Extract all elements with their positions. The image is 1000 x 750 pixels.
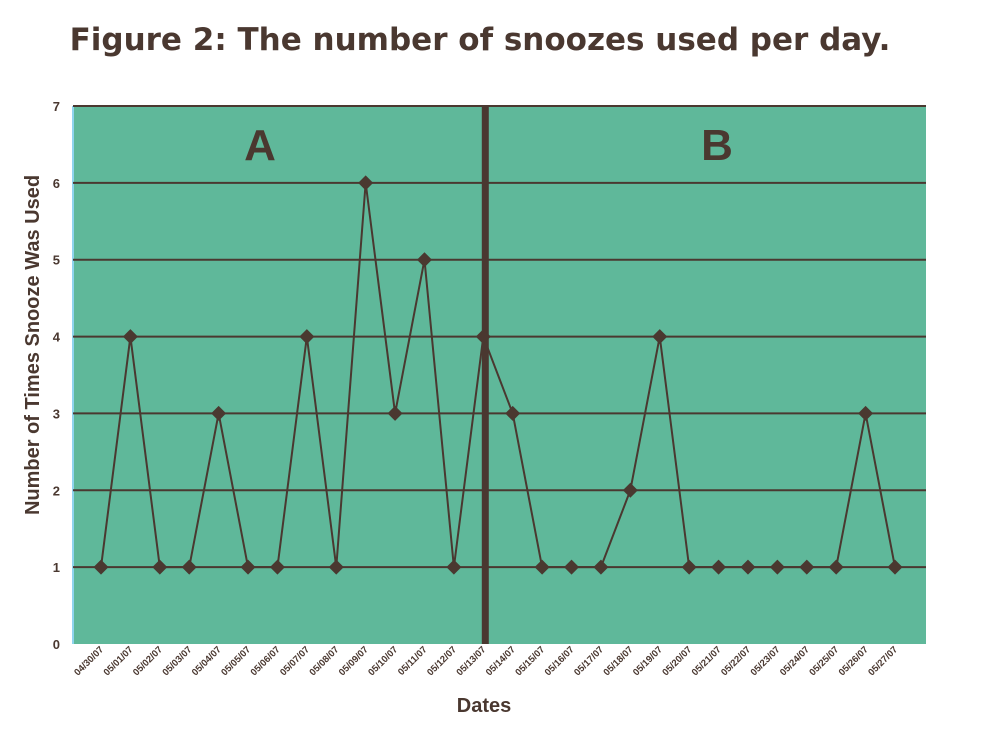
data-point: [122, 329, 138, 345]
x-tick-label: 05/03/07: [160, 644, 194, 678]
data-point: [181, 559, 197, 575]
y-tick-label: 2: [53, 483, 60, 498]
x-tick-label: 05/05/07: [219, 644, 253, 678]
x-tick-label: 05/08/07: [307, 644, 341, 678]
x-tick-labels: 04/30/0705/01/0705/02/0705/03/0705/04/07…: [72, 644, 900, 678]
x-tick-label: 05/04/07: [190, 644, 224, 678]
data-point: [240, 559, 256, 575]
data-point: [681, 559, 697, 575]
y-tick-label: 1: [53, 560, 60, 575]
data-point: [505, 405, 521, 421]
data-markers: [93, 175, 903, 575]
chart-title: Figure 2: The number of snoozes used per…: [69, 22, 891, 58]
series-line: [100, 182, 896, 569]
y-axis-title: Number of Times Snooze Was Used: [22, 175, 44, 515]
x-tick-label: 05/14/07: [484, 644, 518, 678]
data-point: [622, 482, 638, 498]
data-point: [475, 329, 491, 345]
phase-label-b: B: [701, 121, 733, 170]
x-tick-label: 05/15/07: [513, 644, 547, 678]
x-tick-label: 05/10/07: [366, 644, 400, 678]
data-point: [93, 559, 109, 575]
data-point: [387, 405, 403, 421]
data-point: [564, 559, 580, 575]
data-point: [211, 405, 227, 421]
x-tick-label: 05/02/07: [131, 644, 165, 678]
data-point: [799, 559, 815, 575]
x-tick-label: 05/26/07: [837, 644, 871, 678]
x-tick-label: 05/18/07: [602, 644, 636, 678]
x-tick-label: 05/06/07: [249, 644, 283, 678]
x-tick-label: 05/17/07: [572, 644, 606, 678]
x-tick-label: 05/20/07: [660, 644, 694, 678]
data-point: [711, 559, 727, 575]
x-tick-label: 05/16/07: [543, 644, 577, 678]
data-point: [740, 559, 756, 575]
x-tick-label: 05/13/07: [454, 644, 488, 678]
x-tick-label: 05/25/07: [807, 644, 841, 678]
x-tick-label: 05/09/07: [337, 644, 371, 678]
data-point: [593, 559, 609, 575]
x-axis-title: Dates: [457, 695, 511, 717]
data-point: [887, 559, 903, 575]
x-tick-label: 05/22/07: [719, 644, 753, 678]
x-tick-label: 05/23/07: [749, 644, 783, 678]
y-tick-label: 7: [53, 99, 60, 114]
y-tick-label: 4: [53, 330, 61, 345]
data-point: [299, 329, 315, 345]
data-point: [652, 329, 668, 345]
y-tick-labels: 0 1 2 3 4 5 6 7: [53, 99, 61, 652]
x-tick-label: 05/07/07: [278, 644, 312, 678]
y-tick-label: 5: [53, 253, 60, 268]
data-point: [269, 559, 285, 575]
plot-area: [73, 106, 926, 644]
x-tick-label: 05/19/07: [631, 644, 665, 678]
x-tick-label: 05/24/07: [778, 644, 812, 678]
x-tick-label: 05/27/07: [866, 644, 900, 678]
x-tick-label: 05/21/07: [690, 644, 724, 678]
data-point: [328, 559, 344, 575]
phase-label-a: A: [244, 121, 276, 170]
data-point: [534, 559, 550, 575]
y-tick-label: 0: [53, 637, 60, 652]
data-point: [769, 559, 785, 575]
x-tick-label: 05/01/07: [102, 644, 136, 678]
data-point: [858, 405, 874, 421]
data-point: [152, 559, 168, 575]
y-tick-label: 6: [53, 176, 60, 191]
data-point: [446, 559, 462, 575]
data-point: [358, 175, 374, 191]
x-tick-label: 05/12/07: [425, 644, 459, 678]
data-point: [828, 559, 844, 575]
data-point: [416, 252, 432, 268]
x-tick-label: 05/11/07: [396, 644, 430, 678]
x-tick-label: 04/30/07: [72, 644, 106, 678]
y-tick-label: 3: [53, 406, 60, 421]
